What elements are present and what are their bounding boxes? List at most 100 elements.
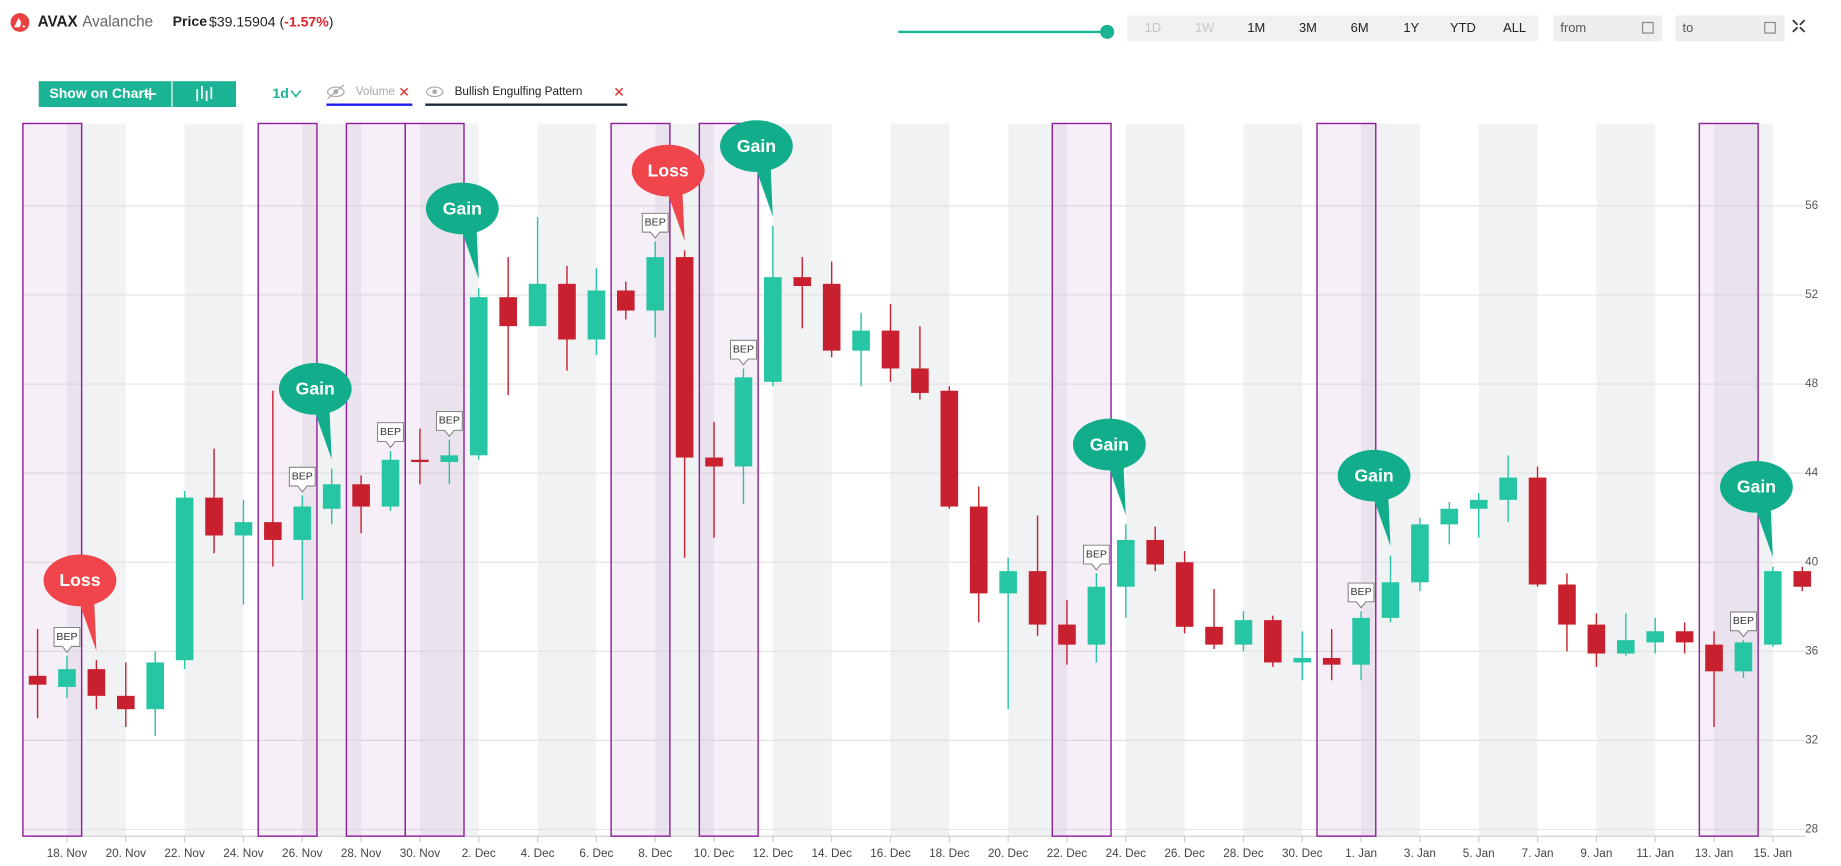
x-tick-label: 18. Dec [929,847,970,860]
candle-body [587,290,606,340]
candle-body [764,277,782,382]
to-input[interactable] [1675,15,1785,42]
candle-body [440,455,459,462]
x-tick-label: 26. Dec [1164,847,1205,860]
candle-body [116,695,135,710]
asset-name: Avalanche [82,14,153,31]
range-button[interactable]: 1Y [1403,20,1419,35]
y-tick-label: 52 [1805,288,1818,301]
chart-type-button[interactable] [172,81,236,108]
candle-body [1764,571,1782,645]
x-tick-label: 28. Nov [341,847,382,860]
y-tick-label: 36 [1805,644,1819,657]
x-tick-label: 1. Jan [1345,847,1377,860]
candle-body [1058,624,1076,645]
candle-body [852,330,870,351]
candle-body [264,522,282,540]
eye-pupil [432,89,438,95]
candle-body [1352,617,1370,665]
range-button[interactable]: 1M [1247,20,1265,35]
bep-box [377,422,404,449]
bep-box [53,627,81,653]
candle-body [528,283,547,327]
candle-body [1440,508,1459,525]
from-input[interactable] [1553,15,1663,42]
signal-label: Gain [737,136,776,156]
candle-body [205,497,223,536]
y-tick-label: 40 [1805,555,1819,568]
logo-mark [14,17,26,28]
candle-body [616,290,635,311]
candle-body [1469,499,1488,509]
candle-body [1322,657,1341,665]
range-button[interactable]: 6M [1351,20,1369,35]
eye-icon[interactable] [425,86,444,98]
price-change: -1.57% [284,13,329,29]
candle-body [175,497,194,661]
to-placeholder: to [1682,20,1693,35]
signal-label: Gain [1354,466,1393,486]
calendar-icon[interactable] [1764,21,1776,34]
signal-label: Gain [443,198,482,218]
signal-bubble [1720,461,1793,513]
paren: ) [329,13,334,29]
interval[interactable]: 1d [272,85,288,101]
x-tick-label: 20. Dec [988,847,1029,860]
candle-body [1293,657,1312,663]
background-stripe [1008,123,1067,837]
range-button[interactable]: ALL [1503,20,1526,35]
signal-label: Gain [296,379,335,399]
x-tick-label: 6. Dec [579,847,613,860]
remove-icon[interactable] [614,87,624,96]
x-tick-label: 13. Jan [1695,847,1734,860]
bep-label: BEP [645,217,666,229]
range-button[interactable]: 3M [1299,20,1317,35]
signal-label: Loss [59,570,100,590]
toolbar: Show on Chart 1d Volume Bullish Engulfing… [38,81,628,108]
candle-body [1616,640,1635,654]
candle-body [322,484,341,509]
candle-body [28,675,47,685]
range-button[interactable]: YTD [1450,20,1476,35]
candle-body [58,669,76,687]
bep-box [641,212,669,239]
candle-body [499,297,517,327]
range-button: 1W [1195,20,1215,35]
candle-body [999,571,1017,594]
y-tick-label: 44 [1805,466,1819,479]
candle-body [146,662,165,710]
candle-body [234,522,253,536]
price-value: $39.15904 [209,13,276,29]
y-tick-label: 56 [1805,199,1819,212]
calendar-icon[interactable] [1641,21,1654,34]
x-tick-label: 22. Nov [164,847,205,860]
bep-box [288,466,316,493]
signal-label: Gain [1090,434,1129,454]
signal-bubble [631,144,705,197]
bep-label: BEP [1086,548,1107,560]
candle-body [411,459,429,462]
candle-body [558,283,576,340]
x-tick-label: 2. Dec [462,847,496,860]
candle-body [352,484,370,507]
bep-label: BEP [292,470,313,482]
remove-icon[interactable] [400,87,409,96]
y-tick-label: 28 [1805,823,1819,836]
x-tick-label: 7. Jan [1522,847,1554,860]
slider-knob[interactable] [1100,24,1115,39]
x-tick-label: 8. Dec [638,847,672,860]
signal-tail [1371,493,1391,547]
candle-body [1528,477,1547,585]
candle-body [822,283,841,351]
x-tick-label: 18. Nov [47,847,88,860]
background-stripe [66,123,126,837]
range-button: 1D [1145,20,1162,35]
candle-body [469,297,488,456]
bep-label: BEP [1351,586,1372,598]
candle-body [1705,644,1723,672]
fullscreen-icon[interactable] [1792,19,1806,33]
x-tick-label: 30. Dec [1282,847,1323,860]
eye-icon[interactable] [326,86,345,98]
indicator-legend: Volume Bullish Engulfing Pattern [326,84,628,106]
symbol: AVAX [38,14,79,31]
